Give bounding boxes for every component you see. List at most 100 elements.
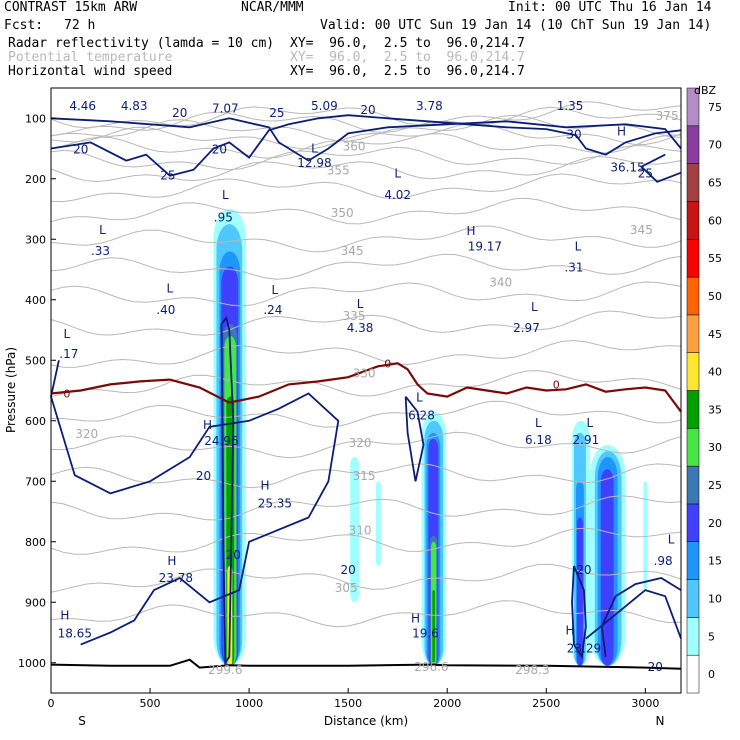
theta-contour-line [50, 431, 682, 459]
wind-value-label: .24 [263, 303, 282, 317]
colorbar-swatch-10 [686, 579, 700, 618]
theta-label: 315 [353, 469, 376, 483]
extremum-mark: L [222, 188, 229, 202]
theta-contour-line [50, 155, 682, 183]
wind-value-label: 6.28 [408, 409, 435, 423]
colorbar-level-label: 65 [708, 177, 722, 190]
model-title: CONTRAST 15km ARW [4, 0, 138, 15]
wind-contour-value: 20 [196, 469, 211, 483]
colorbar-level-label: 25 [708, 479, 722, 492]
wind-value-label: 12.98 [297, 156, 331, 170]
colorbar-swatch-20 [686, 503, 700, 542]
colorbar-level-label: 15 [708, 555, 722, 568]
theta-label: 320 [349, 436, 372, 450]
wind-value-label: 23.78 [159, 571, 193, 585]
x-tick-label: 3000 [631, 697, 659, 710]
field-3-name: Horizontal wind speed [8, 64, 173, 79]
wind-contour-value: 30 [566, 127, 581, 141]
wind-contour-value: 20 [226, 548, 241, 562]
colorbar-swatch-25 [686, 465, 700, 505]
wind-contour-value: 25 [638, 167, 653, 181]
theta-label: 375 [656, 109, 679, 123]
wind-contour-value: 25 [269, 106, 284, 120]
y-tick-label: 400 [25, 294, 46, 307]
y-tick-label: 500 [25, 354, 46, 367]
wind-value-label: 4.46 [69, 99, 96, 113]
x-tick-label: 500 [140, 697, 161, 710]
extremum-mark: H [411, 611, 420, 625]
colorbar-swatch-30 [686, 428, 700, 467]
reflectivity-cell-3000-5dbz [643, 481, 648, 591]
colorbar-swatch-40 [686, 352, 700, 391]
freezing-level-label: 0 [63, 388, 70, 401]
extremum-mark: H [167, 554, 176, 568]
theta-contours [50, 101, 682, 628]
x-end-right-label: N [656, 714, 665, 728]
fcst-value: 72 h [64, 18, 96, 33]
theta-label: 320 [75, 427, 98, 441]
colorbar-swatch-0 [686, 654, 700, 694]
theta-label: 345 [341, 244, 364, 258]
colorbar-level-label: 30 [708, 441, 722, 454]
theta-label: 330 [353, 366, 376, 380]
reflectivity-cell-1560-5dbz [350, 457, 360, 603]
theta-contour-line [50, 225, 682, 253]
freezing-level-line: 0 0 0 [50, 357, 682, 413]
colorbar-level-label: 75 [708, 101, 722, 114]
plot-labels: 375 360 355 350 345 345 340 335 330 320 320 315 310 3… [58, 99, 679, 677]
wind-value-label: 2.91 [573, 433, 600, 447]
x-axis-label: Distance (km) [324, 714, 408, 728]
theta-contour-line [50, 495, 682, 521]
colorbar-level-label: 70 [708, 139, 722, 152]
theta-label: 296.6 [414, 660, 448, 674]
theta-contour-line [50, 133, 682, 159]
axes: 0 500 1000 1500 2000 2500 30001002003004005006… [18, 112, 659, 710]
theta-contour-line [51, 400, 682, 428]
wind-value-label: .31 [564, 260, 583, 274]
wind-value-label: 2.97 [513, 321, 540, 335]
wind-value-label: 18.65 [58, 627, 92, 641]
wind-contours [50, 114, 682, 666]
y-tick-label: 200 [25, 173, 46, 186]
reflectivity-cell-1560-5dbz [375, 481, 381, 566]
terrain-curve [50, 658, 682, 670]
theta-label: 350 [331, 206, 354, 220]
theta-contour-line [50, 310, 682, 336]
extremum-mark: L [272, 283, 279, 297]
colorbar-swatch-45 [686, 314, 700, 353]
extremum-mark: L [531, 300, 538, 314]
wind-value-label: .17 [59, 347, 78, 361]
wind-contour-line [50, 117, 682, 162]
wind-value-label: 4.38 [347, 321, 374, 335]
theta-contour-line [50, 370, 682, 398]
reflectivity-cell-2800-20dbz [600, 469, 614, 666]
wind-value-label: 1.35 [557, 99, 584, 113]
wind-contour-value: 20 [341, 563, 356, 577]
extremum-mark: L [64, 327, 71, 341]
wind-contour-value: 25 [160, 169, 175, 183]
wind-value-label: 6.18 [525, 433, 552, 447]
theta-contour-line [50, 101, 682, 129]
theta-contour-line [50, 527, 682, 555]
x-tick-label: 2000 [433, 697, 461, 710]
wind-contour-line [50, 114, 682, 177]
wind-contour-line [600, 577, 682, 657]
wind-value-label: 24.96 [204, 434, 238, 448]
theta-label: 355 [327, 164, 350, 178]
wind-contour-line [220, 315, 235, 666]
wind-value-label: 23.29 [567, 642, 601, 656]
colorbar-swatch-70 [686, 125, 700, 164]
extremum-mark: L [668, 533, 675, 547]
wind-value-label: 25.35 [258, 496, 292, 510]
freezing-level-label: 0 [553, 378, 560, 391]
field-1-name: Radar reflectivity (lamda = 10 cm) [8, 36, 275, 51]
colorbar-level-label: 45 [708, 328, 722, 341]
wind-contour-value: 20 [73, 143, 88, 157]
y-axis-label: Pressure (hPa) [4, 347, 18, 433]
colorbar-swatch-55 [686, 239, 700, 278]
extremum-mark: L [99, 223, 106, 237]
wind-contour-line [639, 153, 682, 183]
x-tick-label: 2500 [532, 697, 560, 710]
colorbar-swatch-60 [686, 201, 700, 240]
